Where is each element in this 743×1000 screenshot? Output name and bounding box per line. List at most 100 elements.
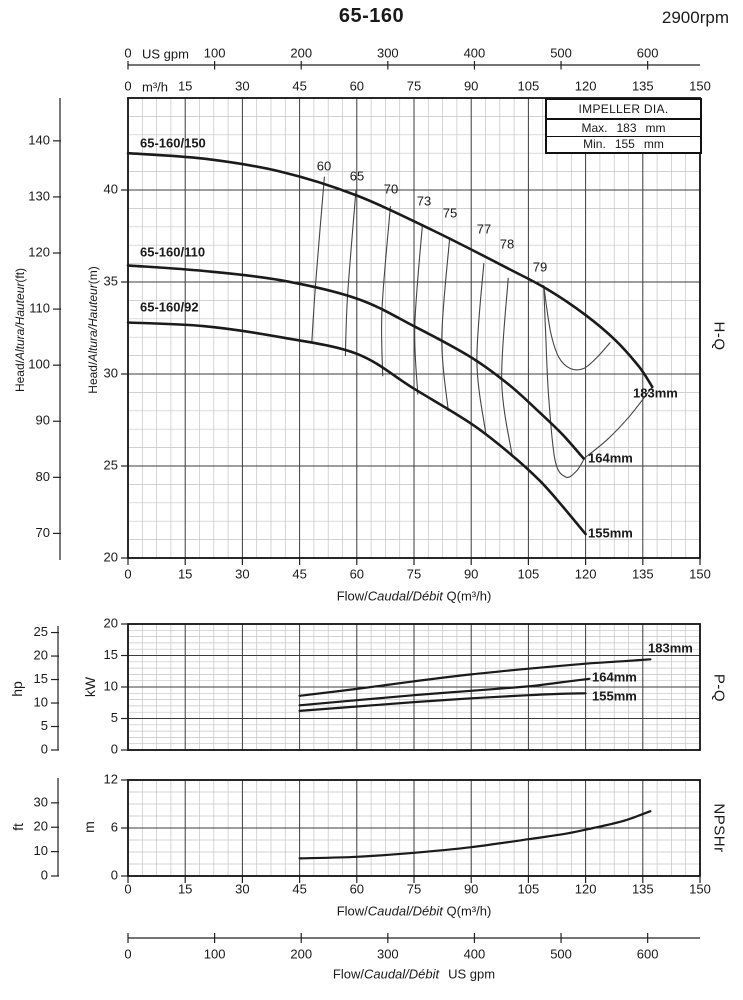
curve-name-label: 65-160/150 bbox=[140, 135, 206, 150]
x-tick-label: 30 bbox=[235, 566, 249, 581]
x-tick-label: 105 bbox=[518, 566, 540, 581]
x-tick-label: 15 bbox=[178, 566, 192, 581]
gpm-axis-unit: US gpm bbox=[142, 46, 189, 61]
m-tick-label: 35 bbox=[104, 273, 118, 288]
impeller-max-row: Max. 183 mm bbox=[547, 120, 700, 135]
gpm-tick-label: 0 bbox=[124, 946, 131, 961]
hq-curve-183mm bbox=[126, 151, 654, 389]
efficiency-line-77 bbox=[476, 263, 487, 434]
ft-tick-label: 80 bbox=[36, 469, 50, 484]
hp-tick-label: 25 bbox=[34, 624, 48, 639]
gpm-tick-label: 400 bbox=[464, 946, 486, 961]
gpm-tick-label: 300 bbox=[377, 45, 399, 60]
m3h-tick-label: 60 bbox=[350, 78, 364, 93]
gpm-tick-label: 0 bbox=[124, 45, 131, 60]
gpm-tick-label: 500 bbox=[550, 45, 572, 60]
x-tick-label: 15 bbox=[178, 881, 192, 896]
ft-tick-label: 20 bbox=[34, 819, 48, 834]
gpm-tick-label: 400 bbox=[464, 45, 486, 60]
hq-chart bbox=[127, 97, 701, 559]
pq-curve-164mm bbox=[298, 677, 591, 707]
ft-tick-label: 130 bbox=[28, 188, 50, 203]
m3h-tick-label: 15 bbox=[178, 78, 192, 93]
efficiency-island bbox=[543, 285, 611, 371]
x-tick-label: 0 bbox=[124, 881, 131, 896]
impeller-dia-box: IMPELLER DIA. Max. 183 mm Min. 155 mm bbox=[545, 98, 702, 154]
efficiency-contours: 60 65 70 73 75 77 78 79 bbox=[311, 158, 653, 478]
bottom-gpm-axis: 0 100 200 300 400 500 600 bbox=[124, 933, 700, 961]
x-tick-label: 60 bbox=[350, 566, 364, 581]
ft-tick-label: 10 bbox=[34, 843, 48, 858]
efficiency-label-70: 70 bbox=[384, 181, 398, 196]
x-tick-label: 60 bbox=[350, 881, 364, 896]
ft-tick-label: 110 bbox=[29, 301, 50, 316]
m3h-tick-label: 0 bbox=[124, 78, 131, 93]
top-m3h-axis: 0 15 30 45 60 75 90 105 120 135 150 m³/h bbox=[124, 78, 710, 94]
efficiency-label-60: 60 bbox=[317, 158, 331, 173]
hq-ft-axis: 70 80 90 100 110 120 130 140 bbox=[28, 98, 61, 560]
curve-end-line bbox=[583, 386, 653, 460]
m3h-axis-unit: m³/h bbox=[142, 79, 168, 94]
m3h-tick-label: 90 bbox=[464, 78, 478, 93]
x-tick-label: 105 bbox=[518, 881, 540, 896]
x-tick-label: 120 bbox=[575, 566, 597, 581]
x-tick-label: 135 bbox=[632, 881, 654, 896]
hp-tick-label: 15 bbox=[34, 671, 48, 686]
gpm-tick-label: 100 bbox=[204, 45, 226, 60]
diameter-label: 183mm bbox=[633, 385, 678, 400]
efficiency-label-65: 65 bbox=[350, 168, 364, 183]
pq-kw-axis: 0 5 10 15 20 bbox=[104, 615, 128, 756]
ft-tick-label: 70 bbox=[36, 525, 50, 540]
hq-curves: 65-160/150 183mm 65-160/110 164mm 65-160/92 1… bbox=[126, 135, 678, 540]
gpm-tick-label: 600 bbox=[637, 45, 659, 60]
m-tick-label: 40 bbox=[104, 181, 118, 196]
x-tick-label: 75 bbox=[407, 566, 421, 581]
diameter-label: 155mm bbox=[592, 688, 637, 703]
pq-hp-axis: 0 5 10 15 20 25 bbox=[34, 624, 59, 756]
m-tick-label: 25 bbox=[104, 457, 118, 472]
x-tick-label: 75 bbox=[407, 881, 421, 896]
m3h-tick-label: 150 bbox=[689, 78, 711, 93]
pq-curve-183mm bbox=[298, 658, 652, 697]
m-tick-label: 20 bbox=[104, 549, 118, 564]
diameter-label: 164mm bbox=[588, 450, 633, 465]
efficiency-label-75: 75 bbox=[443, 205, 457, 220]
hq-m-axis: 20 25 30 35 40 bbox=[104, 181, 128, 564]
hq-curve-164mm bbox=[126, 264, 585, 460]
m3h-tick-label: 45 bbox=[292, 78, 306, 93]
m3h-tick-label: 105 bbox=[518, 78, 540, 93]
efficiency-label-78: 78 bbox=[500, 236, 514, 251]
npshr-chart bbox=[127, 779, 701, 877]
np-x-axis: 0 15 30 45 60 75 90 105 120 135 150 bbox=[124, 876, 711, 896]
ft-tick-label: 120 bbox=[28, 244, 50, 259]
gpm-tick-label: 200 bbox=[290, 45, 312, 60]
pq-curves: 183mm 164mm 155mm bbox=[298, 640, 693, 712]
efficiency-line-73 bbox=[414, 224, 423, 395]
pq-chart bbox=[127, 623, 701, 751]
kw-tick-label: 20 bbox=[104, 615, 118, 630]
m-tick-label: 12 bbox=[104, 771, 118, 786]
ft-tick-label: 100 bbox=[28, 357, 50, 372]
x-tick-label: 30 bbox=[235, 881, 249, 896]
gpm-tick-label: 600 bbox=[637, 946, 659, 961]
efficiency-label-79: 79 bbox=[533, 259, 547, 274]
x-tick-label: 90 bbox=[464, 566, 478, 581]
gpm-tick-label: 300 bbox=[377, 946, 399, 961]
x-tick-label: 45 bbox=[292, 566, 306, 581]
kw-tick-label: 10 bbox=[104, 678, 118, 693]
x-tick-label: 90 bbox=[464, 881, 478, 896]
impeller-min-label: Min. bbox=[583, 137, 606, 152]
hp-tick-label: 20 bbox=[34, 647, 48, 662]
impeller-max-label: Max. bbox=[581, 121, 608, 136]
curve-name-label: 65-160/110 bbox=[140, 244, 205, 259]
x-tick-label: 150 bbox=[689, 566, 711, 581]
pq-curve-155mm bbox=[298, 692, 587, 712]
gpm-tick-label: 500 bbox=[550, 946, 572, 961]
m-tick-label: 0 bbox=[111, 867, 118, 882]
efficiency-line-79 bbox=[543, 285, 584, 478]
efficiency-line-60 bbox=[311, 176, 325, 344]
impeller-min-row: Min. 155 mm bbox=[547, 135, 700, 152]
gpm-tick-label: 100 bbox=[204, 946, 226, 961]
